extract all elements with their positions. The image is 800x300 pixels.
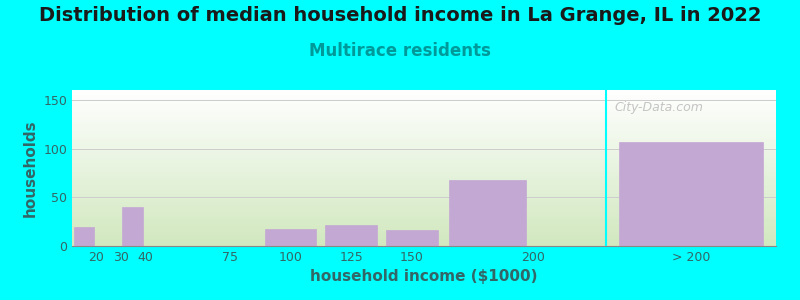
Bar [122, 207, 143, 246]
Y-axis label: households: households [22, 119, 38, 217]
Bar [449, 180, 526, 246]
Bar [386, 230, 438, 246]
Text: Distribution of median household income in La Grange, IL in 2022: Distribution of median household income … [38, 6, 762, 25]
Bar [326, 224, 377, 246]
Text: City-Data.com: City-Data.com [614, 101, 703, 114]
Text: Multirace residents: Multirace residents [309, 42, 491, 60]
Bar [619, 142, 763, 246]
X-axis label: household income ($1000): household income ($1000) [310, 269, 538, 284]
Bar [74, 227, 94, 246]
Bar [265, 230, 316, 246]
